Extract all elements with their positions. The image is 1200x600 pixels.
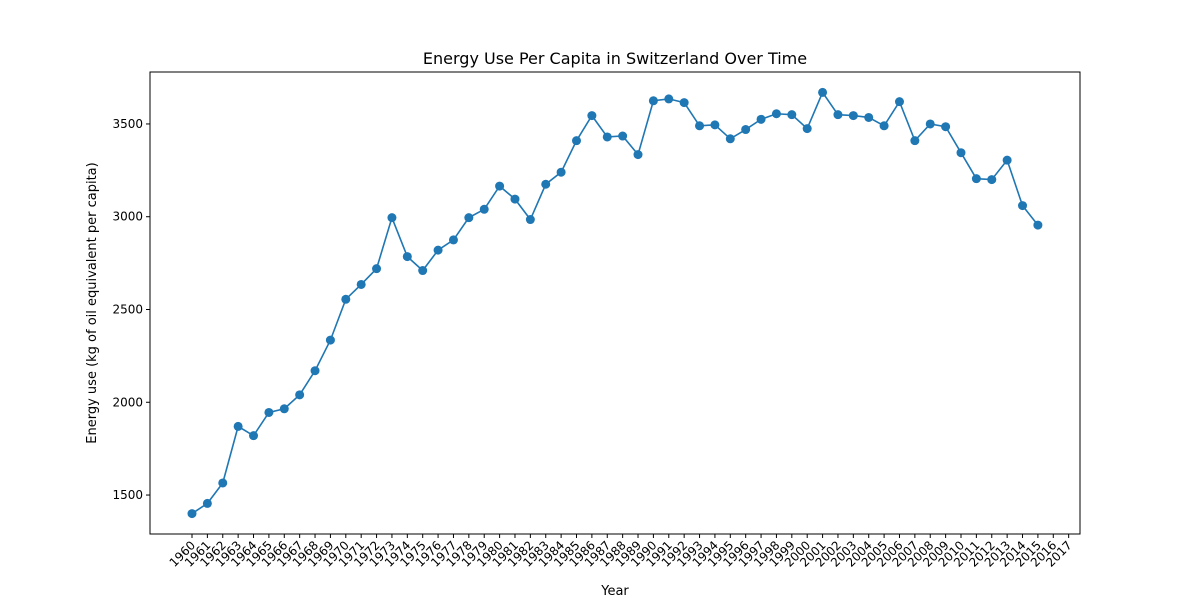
data-point[interactable] (648, 96, 658, 106)
y-tick-label: 2000 (112, 395, 143, 409)
data-point[interactable] (218, 478, 228, 488)
data-point[interactable] (387, 213, 397, 223)
data-point[interactable] (464, 213, 474, 223)
y-tick-label: 3000 (112, 210, 143, 224)
data-point[interactable] (279, 404, 289, 414)
data-point[interactable] (356, 279, 366, 289)
data-point[interactable] (448, 235, 458, 245)
y-tick-label: 1500 (112, 488, 143, 502)
data-point[interactable] (325, 335, 335, 345)
data-point[interactable] (495, 181, 505, 191)
data-point[interactable] (725, 134, 735, 144)
plot-area-frame (149, 71, 1081, 535)
data-point[interactable] (341, 294, 351, 304)
data-point[interactable] (541, 179, 551, 189)
data-point[interactable] (710, 120, 720, 130)
data-point[interactable] (572, 136, 581, 146)
data-point[interactable] (310, 366, 320, 376)
data-point[interactable] (894, 97, 904, 107)
data-point[interactable] (741, 125, 751, 135)
data-point[interactable] (618, 131, 628, 141)
y-axis-label: Energy use (kg of oil equivalent per cap… (85, 162, 100, 443)
data-point[interactable] (418, 266, 428, 276)
data-point[interactable] (1002, 155, 1012, 165)
data-point[interactable] (433, 245, 443, 255)
data-point[interactable] (187, 509, 197, 519)
data-point[interactable] (664, 94, 674, 104)
x-axis-label: Year (600, 584, 629, 599)
data-point[interactable] (941, 122, 951, 132)
data-point[interactable] (264, 407, 274, 417)
data-point[interactable] (233, 421, 243, 431)
data-point[interactable] (602, 132, 612, 142)
data-point[interactable] (848, 111, 858, 121)
data-point[interactable] (756, 114, 766, 124)
y-axis: 1500 2000 2500 3000 3500 (112, 117, 150, 502)
data-point[interactable] (910, 136, 920, 146)
data-point[interactable] (633, 150, 643, 160)
data-point[interactable] (556, 167, 566, 177)
data-point[interactable] (202, 498, 212, 508)
data-point[interactable] (249, 431, 259, 441)
data-point[interactable] (1033, 220, 1043, 230)
x-axis: 1960196119621963196419651966196719681969… (167, 534, 1075, 570)
data-point[interactable] (372, 264, 382, 274)
data-point[interactable] (787, 110, 797, 120)
data-point[interactable] (971, 174, 981, 184)
series-line (191, 90, 1039, 515)
data-point[interactable] (956, 148, 966, 158)
data-point[interactable] (864, 112, 874, 122)
data-point[interactable] (771, 109, 781, 119)
chart-title: Energy Use Per Capita in Switzerland Ove… (423, 49, 807, 68)
data-point[interactable] (525, 215, 535, 225)
data-point[interactable] (987, 175, 997, 185)
data-point[interactable] (295, 390, 305, 400)
y-tick-label: 3500 (112, 117, 143, 131)
data-point[interactable] (818, 87, 828, 97)
data-point[interactable] (1018, 201, 1028, 211)
series-energy-use (187, 87, 1043, 519)
data-point[interactable] (802, 124, 812, 134)
data-point[interactable] (695, 121, 705, 131)
data-point[interactable] (833, 110, 843, 120)
data-point[interactable] (879, 121, 889, 131)
data-point[interactable] (679, 98, 689, 108)
data-point[interactable] (402, 252, 412, 262)
data-point[interactable] (479, 204, 489, 214)
y-tick-label: 2500 (112, 302, 143, 316)
data-point[interactable] (925, 119, 935, 129)
data-point[interactable] (587, 111, 597, 121)
data-point[interactable] (510, 194, 520, 204)
